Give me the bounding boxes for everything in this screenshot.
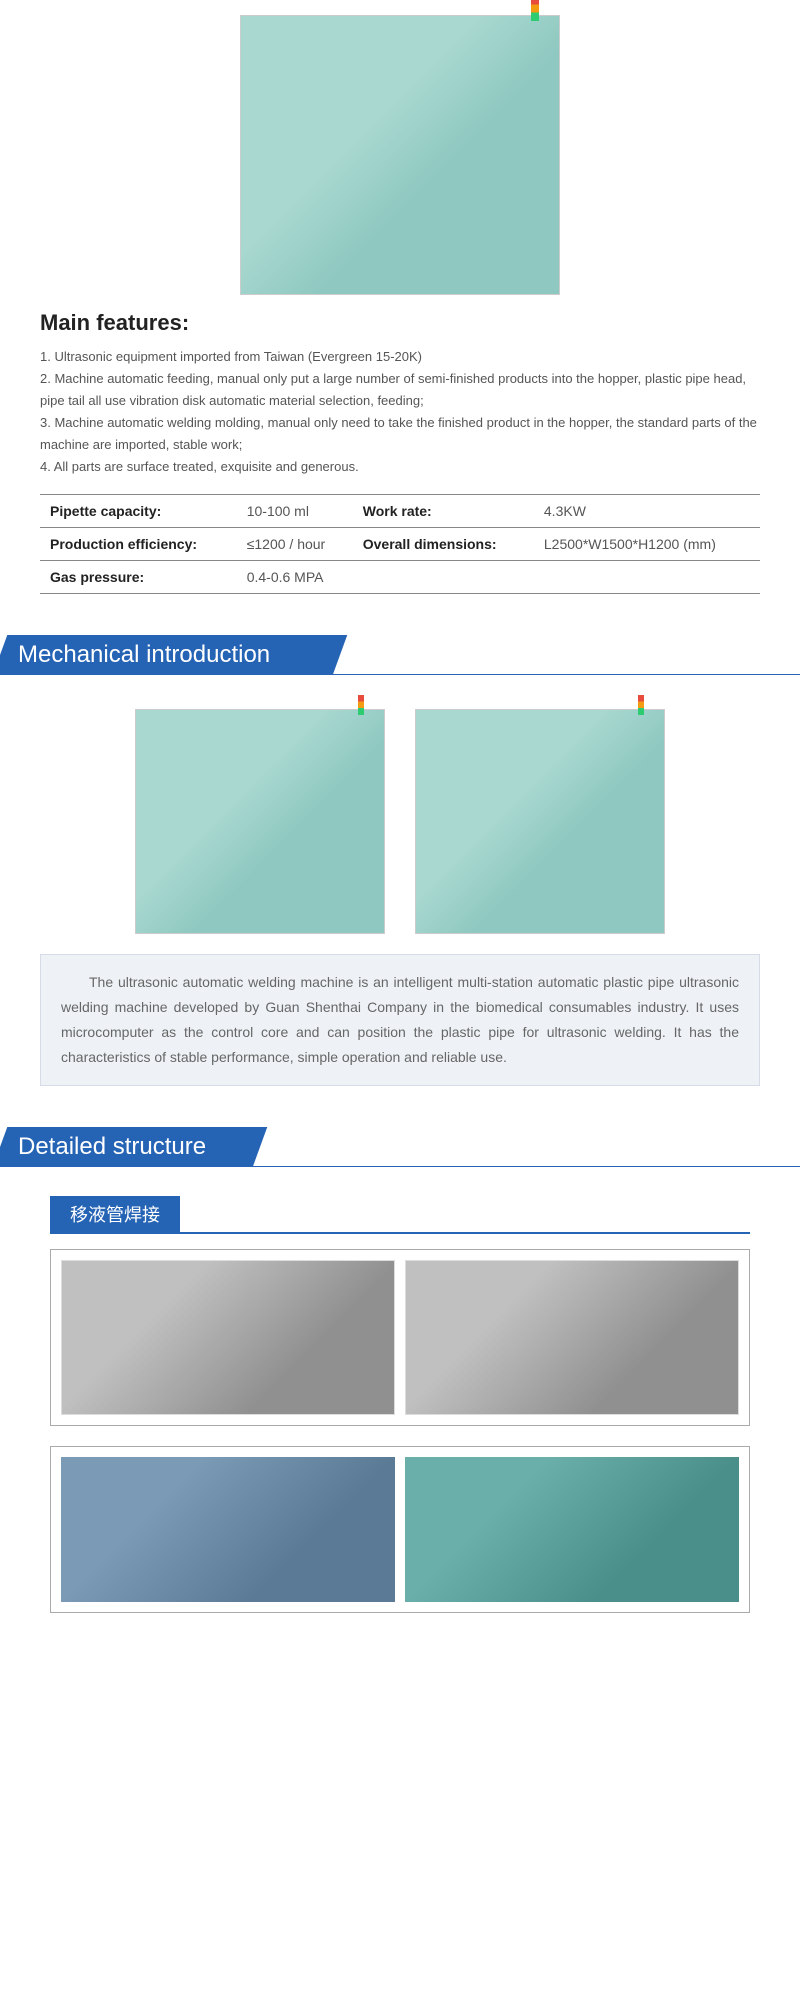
machine-photo-right: [415, 709, 665, 934]
spec-label: Production efficiency:: [40, 527, 237, 560]
table-row: Gas pressure: 0.4-0.6 MPA: [40, 560, 760, 593]
section-header-mechanical: Mechanical introduction: [0, 629, 800, 679]
section-title: Detailed structure: [18, 1127, 206, 1167]
table-row: Pipette capacity: 10-100 ml Work rate: 4…: [40, 494, 760, 527]
machine-photo-left: [135, 709, 385, 934]
detail-photo: [61, 1457, 395, 1602]
spec-value: ≤1200 / hour: [237, 527, 353, 560]
spec-value: 4.3KW: [534, 494, 760, 527]
section-title: Mechanical introduction: [18, 635, 270, 675]
detail-grid-1: [50, 1249, 750, 1426]
spec-table: Pipette capacity: 10-100 ml Work rate: 4…: [40, 494, 760, 594]
spec-value: L2500*W1500*H1200 (mm): [534, 527, 760, 560]
spec-label: [353, 560, 534, 593]
spec-value: [534, 560, 760, 593]
spec-value: 10-100 ml: [237, 494, 353, 527]
main-features-heading: Main features:: [40, 310, 760, 336]
detail-photo: [405, 1260, 739, 1415]
detail-label-line: [50, 1232, 750, 1234]
detail-label-wrapper: 移液管焊接: [0, 1171, 800, 1234]
spec-value: 0.4-0.6 MPA: [237, 560, 353, 593]
feature-item: 4. All parts are surface treated, exquis…: [40, 456, 760, 478]
hero-image: [0, 0, 800, 310]
detail-grid-2: [50, 1446, 750, 1613]
section-header-detailed: Detailed structure: [0, 1121, 800, 1171]
spec-label: Work rate:: [353, 494, 534, 527]
feature-item: 2. Machine automatic feeding, manual onl…: [40, 368, 760, 412]
spec-label: Gas pressure:: [40, 560, 237, 593]
detail-photo: [61, 1260, 395, 1415]
spec-label: Overall dimensions:: [353, 527, 534, 560]
machine-photo: [240, 15, 560, 295]
detail-photo: [405, 1457, 739, 1602]
features-list: 1. Ultrasonic equipment imported from Ta…: [40, 346, 760, 479]
detail-label: 移液管焊接: [50, 1196, 180, 1232]
description-box: The ultrasonic automatic welding machine…: [40, 954, 760, 1087]
spec-label: Pipette capacity:: [40, 494, 237, 527]
mechanical-images: [0, 679, 800, 954]
feature-item: 1. Ultrasonic equipment imported from Ta…: [40, 346, 760, 368]
feature-item: 3. Machine automatic welding molding, ma…: [40, 412, 760, 456]
table-row: Production efficiency: ≤1200 / hour Over…: [40, 527, 760, 560]
